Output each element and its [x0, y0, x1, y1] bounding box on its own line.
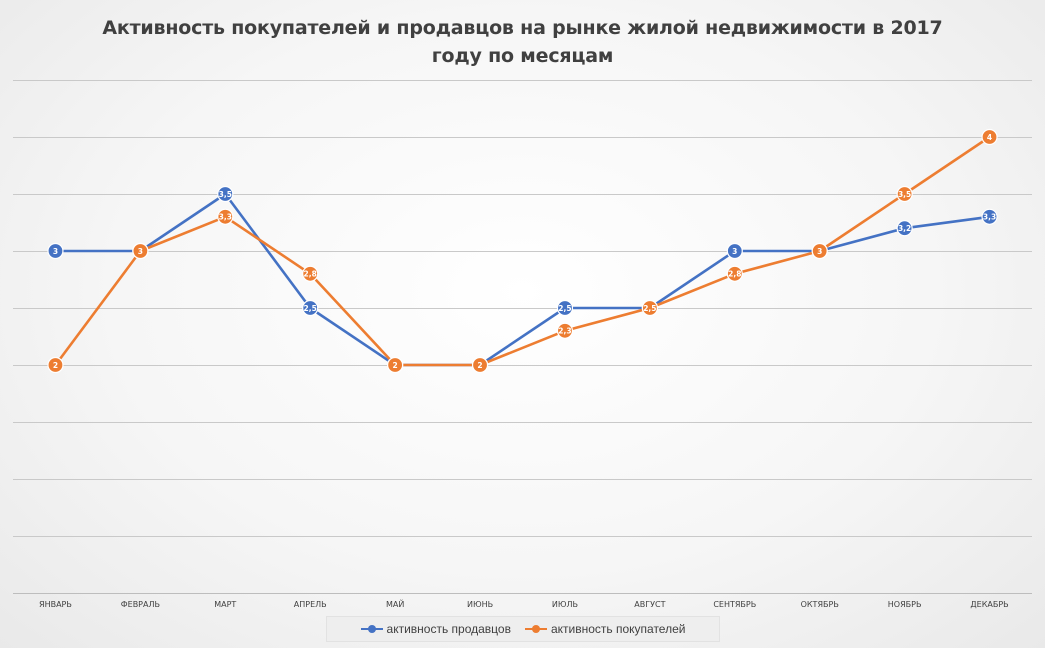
data-label-sellers: 3,5 — [219, 190, 232, 199]
legend-swatch-buyers — [524, 624, 547, 634]
data-label-buyers: 3 — [138, 247, 143, 256]
data-label-sellers: 3 — [732, 247, 737, 256]
data-point-sellers — [981, 208, 998, 225]
data-label-buyers: 2,8 — [728, 270, 741, 279]
data-point-buyers — [387, 356, 404, 374]
x-axis-labels: ЯНВАРЬ ФЕВРАЛЬ МАРТ АПРЕЛЬ МАЙ ИЮНЬ ИЮЛЬ АВГУСТ… — [39, 598, 1009, 609]
x-tick-label: ОКТЯБРЬ — [801, 600, 839, 609]
data-point-buyers — [471, 356, 489, 374]
x-tick-label: ИЮНЬ — [467, 600, 493, 609]
x-tick-label: ИЮЛЬ — [552, 600, 578, 609]
data-point-sellers — [556, 299, 574, 317]
data-point-buyers — [302, 265, 319, 282]
data-label-sellers: 3,2 — [898, 224, 911, 233]
chart-title-line-2: году по месяцам — [431, 45, 614, 67]
gridlines — [13, 80, 1032, 594]
data-label-buyers: 3 — [817, 247, 822, 256]
series-lines — [54, 135, 991, 367]
data-point-sellers — [47, 242, 64, 260]
data-label-buyers: 4 — [987, 133, 992, 142]
x-tick-label: МАЙ — [386, 598, 404, 609]
data-label-buyers: 3,5 — [898, 190, 911, 199]
series-line-sellers — [54, 192, 991, 367]
series-markers: 333,52,5222,52,5333,23,3233,32,8222,32,5… — [47, 128, 998, 374]
data-label-sellers: 3 — [53, 247, 58, 256]
data-label-buyers: 3,3 — [219, 213, 232, 222]
data-point-buyers — [811, 242, 828, 260]
legend-item-buyers: активность покупателей — [524, 622, 686, 636]
chart-title-line-1: Активность покупателей и продавцов на ры… — [102, 17, 943, 39]
data-label-buyers: 2,5 — [643, 304, 656, 313]
data-point-sellers — [896, 220, 913, 237]
data-point-sellers — [302, 299, 319, 317]
data-point-buyers — [47, 356, 64, 374]
data-point-buyers — [132, 242, 149, 260]
x-tick-label: ЯНВАРЬ — [39, 600, 72, 609]
data-label-sellers: 3,3 — [983, 213, 996, 222]
data-point-buyers — [981, 128, 998, 146]
legend-label-buyers: активность покупателей — [550, 622, 686, 636]
data-point-buyers — [896, 185, 913, 203]
x-tick-label: НОЯБРЬ — [888, 600, 922, 609]
data-point-sellers — [726, 242, 743, 260]
data-label-buyers: 2 — [53, 361, 58, 370]
legend-item-sellers: активность продавцов — [360, 622, 511, 636]
data-label-sellers: 2,5 — [558, 304, 571, 313]
x-tick-label: МАРТ — [214, 600, 236, 609]
x-tick-label: ДЕКАБРЬ — [970, 600, 1008, 609]
data-label-buyers: 2 — [477, 361, 482, 370]
data-point-buyers — [641, 299, 658, 317]
data-point-buyers — [217, 208, 234, 225]
legend-swatch-sellers — [360, 624, 383, 634]
legend: активность продавцов активность покупате… — [326, 616, 720, 642]
data-label-sellers: 2,5 — [304, 304, 317, 313]
x-tick-label: АПРЕЛЬ — [294, 600, 327, 609]
chart-title: Активность покупателей и продавцов на ры… — [0, 14, 1045, 70]
data-point-buyers — [556, 322, 574, 339]
data-point-buyers — [726, 265, 743, 282]
data-label-buyers: 2,3 — [558, 327, 571, 336]
data-label-buyers: 2,8 — [304, 270, 317, 279]
x-tick-label: ФЕВРАЛЬ — [121, 600, 160, 609]
data-label-buyers: 2 — [393, 361, 398, 370]
series-line-buyers — [54, 135, 991, 367]
x-tick-label: АВГУСТ — [634, 600, 665, 609]
x-tick-label: СЕНТЯБРЬ — [713, 600, 756, 609]
data-point-sellers — [217, 185, 234, 203]
legend-label-sellers: активность продавцов — [386, 622, 511, 636]
